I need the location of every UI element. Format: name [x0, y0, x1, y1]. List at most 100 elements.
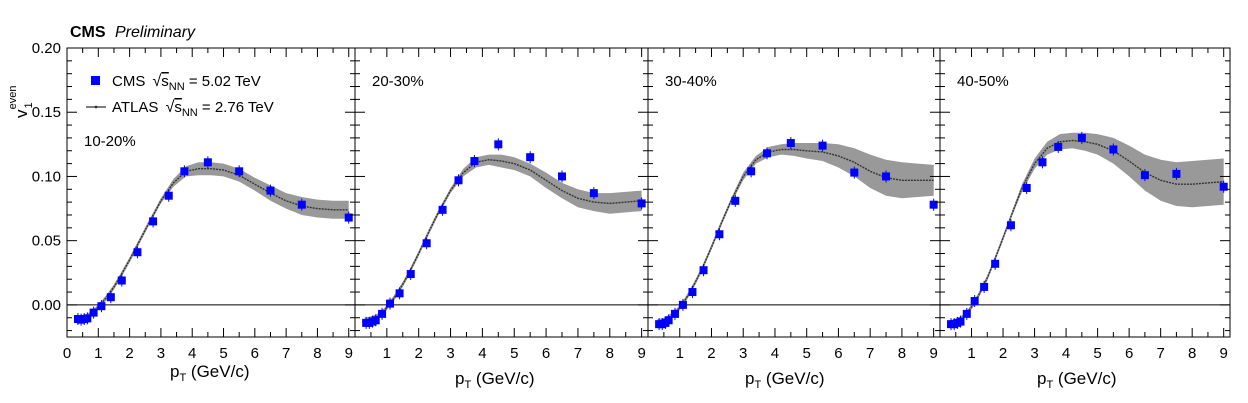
atlas-line — [657, 148, 934, 323]
x-axis-title-2: pT (GeV/c) — [455, 369, 535, 391]
x-tick-label: 7 — [282, 345, 290, 362]
x-tick-label: 2 — [125, 345, 133, 362]
cms-point — [956, 317, 965, 326]
cms-point — [1006, 221, 1015, 230]
cms-point — [438, 205, 447, 214]
x-tick-label: 4 — [478, 345, 486, 362]
cms-point — [395, 289, 404, 298]
cms-point — [344, 213, 353, 222]
x-tick-label: 8 — [898, 345, 906, 362]
y-tick-label: 0.15 — [32, 104, 61, 121]
cms-point — [637, 199, 646, 208]
cms-point — [406, 270, 415, 279]
cms-point — [980, 282, 989, 291]
panel-frame — [939, 47, 1231, 338]
panel-30-40: 1 2 3 4 5 6 7 8 9 30-40% — [647, 47, 941, 362]
x-tick-label: 3 — [157, 345, 165, 362]
cms-point — [688, 288, 697, 297]
y-axis-title: v1 even — [7, 86, 35, 118]
x-tick-label: 1 — [94, 345, 102, 362]
legend-cms-label: CMS √sNN = 5.02 TeV — [112, 73, 261, 93]
legend-atlas-label: ATLAS √sNN = 2.76 TeV — [112, 99, 274, 119]
cms-point — [89, 308, 98, 317]
cms-label: CMS — [70, 24, 106, 41]
y-tick-label: 0.20 — [32, 40, 61, 57]
cms-point — [203, 158, 212, 167]
x-tick-label: 6 — [542, 345, 550, 362]
cms-point — [763, 149, 772, 158]
x-tick-label: 4 — [188, 345, 196, 362]
cms-point — [786, 139, 795, 148]
x-tick-label: 4 — [771, 345, 779, 362]
x-tick-label: 3 — [739, 345, 747, 362]
cms-point — [818, 141, 827, 150]
cms-point — [558, 172, 567, 181]
cms-point — [1077, 133, 1086, 142]
cms-point — [1140, 171, 1149, 180]
cms-point — [378, 309, 387, 318]
cms-point — [1109, 145, 1118, 154]
x-tick-label: 7 — [574, 345, 582, 362]
cms-point — [97, 302, 106, 311]
x-tick-label: 8 — [313, 345, 321, 362]
x-tick-label: 9 — [1220, 345, 1228, 362]
cms-point — [1038, 158, 1047, 167]
cms-point — [664, 316, 673, 325]
x-tick-label: 1 — [967, 345, 975, 362]
x-tick-label: 2 — [707, 345, 715, 362]
cms-point — [747, 167, 756, 176]
atlas-line — [76, 167, 349, 320]
x-tick-label: 8 — [606, 345, 614, 362]
cms-point — [297, 200, 306, 209]
x-tick-label: 8 — [1188, 345, 1196, 362]
cms-point — [678, 300, 687, 309]
cms-point — [386, 299, 395, 308]
x-tick-label: 7 — [1156, 345, 1164, 362]
cms-point — [371, 316, 380, 325]
cms-point — [929, 200, 938, 209]
centrality-label: 20-30% — [372, 73, 424, 90]
centrality-label: 30-40% — [665, 73, 717, 90]
x-tick-label: 5 — [219, 345, 227, 362]
y-tick-label: 0.05 — [32, 233, 61, 250]
x-tick-label: 6 — [251, 345, 259, 362]
cms-point — [526, 153, 535, 162]
atlas-band — [364, 154, 642, 323]
cms-point — [266, 186, 275, 195]
cms-point — [882, 172, 891, 181]
x-axis-title-1: pT (GeV/c) — [170, 362, 250, 384]
atlas-line — [364, 158, 642, 321]
cms-point — [970, 297, 979, 306]
cms-point — [470, 157, 479, 166]
x-tick-label: 0 — [63, 345, 71, 362]
x-tick-label: 2 — [999, 345, 1007, 362]
cms-point — [991, 259, 1000, 268]
cms-point — [454, 176, 463, 185]
x-tick-label: 1 — [676, 345, 684, 362]
x-axis-title-3: pT (GeV/c) — [745, 369, 825, 391]
x-tick-label: 5 — [510, 345, 518, 362]
x-tick-label: 3 — [1030, 345, 1038, 362]
cms-point — [962, 309, 971, 318]
cms-point — [699, 266, 708, 275]
centrality-label: 40-50% — [957, 73, 1009, 90]
cms-point — [149, 217, 158, 226]
cms-point — [133, 248, 142, 257]
preliminary-label: Preliminary — [115, 24, 196, 41]
panel-40-50: 1 2 3 4 5 6 7 8 9 40-50% — [939, 47, 1231, 362]
y-axis-title-sub: 1 — [23, 102, 35, 108]
atlas-band — [657, 143, 934, 325]
legend-atlas-marker — [94, 105, 98, 109]
cms-point — [235, 167, 244, 176]
cms-point — [164, 191, 173, 200]
cms-point — [106, 293, 115, 302]
y-axis-title-sup: even — [7, 86, 19, 110]
x-tick-label: 6 — [1125, 345, 1133, 362]
cms-point — [670, 309, 679, 318]
legend-cms-marker — [91, 76, 100, 85]
x-tick-label: 9 — [929, 345, 937, 362]
x-tick-label: 4 — [1062, 345, 1070, 362]
x-tick-label: 5 — [1093, 345, 1101, 362]
atlas-band — [76, 162, 349, 322]
